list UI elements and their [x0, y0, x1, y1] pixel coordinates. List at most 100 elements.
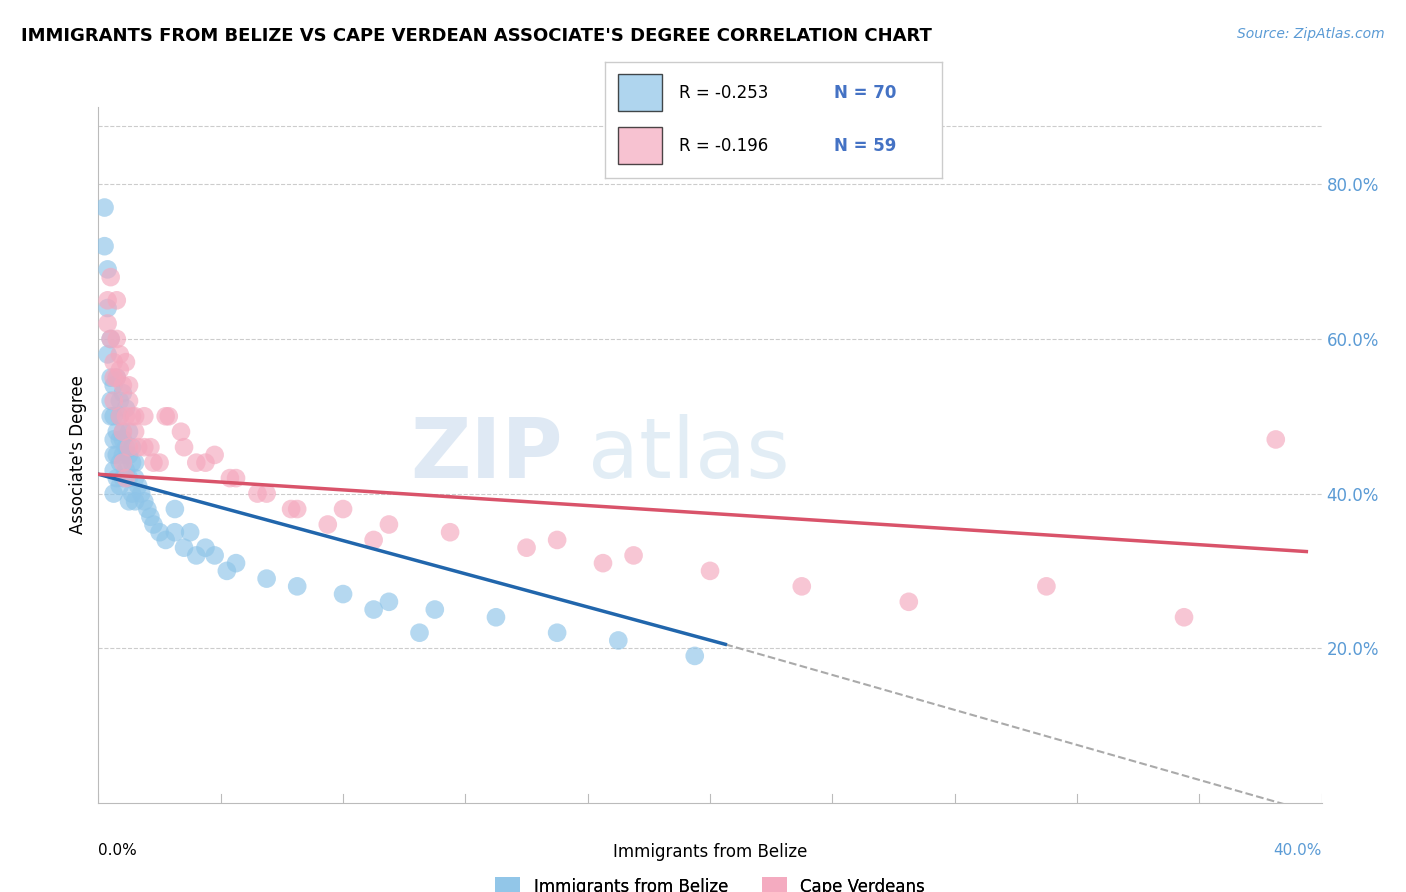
Point — [100, 409, 122, 424]
Point — [111, 433, 134, 447]
Point — [546, 533, 568, 547]
Point — [108, 409, 131, 424]
Point — [623, 549, 645, 563]
Point — [1035, 579, 1057, 593]
Point — [100, 332, 122, 346]
Point — [173, 541, 195, 555]
Point — [115, 471, 138, 485]
Point — [332, 502, 354, 516]
Point — [118, 448, 141, 462]
Point — [118, 425, 141, 439]
Point — [186, 456, 208, 470]
Text: 40.0%: 40.0% — [1274, 843, 1322, 858]
Point — [108, 479, 131, 493]
Point — [157, 409, 180, 424]
Point — [105, 370, 128, 384]
Point — [115, 409, 138, 424]
Point — [378, 595, 401, 609]
Point — [173, 440, 195, 454]
Point — [285, 579, 308, 593]
Point — [194, 456, 217, 470]
Point — [103, 393, 125, 408]
Point — [439, 525, 461, 540]
Point — [103, 409, 125, 424]
Point — [204, 549, 226, 563]
Y-axis label: Associate's Degree: Associate's Degree — [69, 376, 87, 534]
Point — [111, 456, 134, 470]
Point — [108, 347, 131, 361]
Point — [897, 595, 920, 609]
Point — [118, 440, 141, 454]
Point — [139, 440, 162, 454]
Point — [103, 463, 125, 477]
Point — [127, 479, 149, 493]
Text: atlas: atlas — [588, 415, 789, 495]
Point — [332, 587, 354, 601]
FancyBboxPatch shape — [619, 128, 662, 164]
Point — [516, 541, 538, 555]
Point — [790, 579, 813, 593]
Point — [103, 370, 125, 384]
Point — [256, 486, 278, 500]
Point — [256, 572, 278, 586]
Point — [100, 270, 122, 285]
Text: R = -0.253: R = -0.253 — [679, 84, 768, 102]
Point — [115, 401, 138, 416]
Text: Immigrants from Belize: Immigrants from Belize — [613, 843, 807, 861]
Point — [121, 456, 143, 470]
Point — [111, 448, 134, 462]
Point — [105, 425, 128, 439]
Point — [215, 564, 238, 578]
Point — [139, 509, 162, 524]
Point — [194, 541, 217, 555]
Point — [163, 502, 186, 516]
Point — [225, 556, 247, 570]
Point — [118, 494, 141, 508]
Point — [103, 448, 125, 462]
Point — [100, 393, 122, 408]
Point — [97, 301, 120, 315]
Legend: Immigrants from Belize, Cape Verdeans: Immigrants from Belize, Cape Verdeans — [489, 871, 931, 892]
Point — [124, 425, 146, 439]
Point — [100, 370, 122, 384]
Point — [204, 448, 226, 462]
Point — [316, 517, 339, 532]
Point — [100, 332, 122, 346]
Text: N = 59: N = 59 — [834, 137, 897, 155]
Point — [1264, 433, 1286, 447]
Point — [111, 425, 134, 439]
Point — [105, 471, 128, 485]
Point — [108, 456, 131, 470]
Text: N = 70: N = 70 — [834, 84, 897, 102]
Point — [170, 425, 193, 439]
Point — [105, 293, 128, 308]
Point — [111, 378, 134, 392]
Text: ZIP: ZIP — [411, 415, 564, 495]
Point — [105, 448, 128, 462]
Point — [105, 370, 128, 384]
Point — [607, 633, 630, 648]
Point — [111, 386, 134, 401]
Point — [103, 378, 125, 392]
Point — [97, 262, 120, 277]
Point — [280, 502, 302, 516]
Text: Source: ZipAtlas.com: Source: ZipAtlas.com — [1237, 27, 1385, 41]
Point — [546, 625, 568, 640]
Point — [103, 355, 125, 369]
Point — [124, 494, 146, 508]
Point — [423, 602, 446, 616]
Point — [186, 549, 208, 563]
Point — [97, 347, 120, 361]
Point — [108, 393, 131, 408]
Point — [155, 533, 177, 547]
Point — [219, 471, 242, 485]
Point — [115, 463, 138, 477]
Point — [134, 409, 156, 424]
Point — [1173, 610, 1195, 624]
Point — [115, 355, 138, 369]
Point — [142, 456, 165, 470]
Point — [136, 502, 159, 516]
Point — [285, 502, 308, 516]
Point — [225, 471, 247, 485]
Text: R = -0.196: R = -0.196 — [679, 137, 768, 155]
